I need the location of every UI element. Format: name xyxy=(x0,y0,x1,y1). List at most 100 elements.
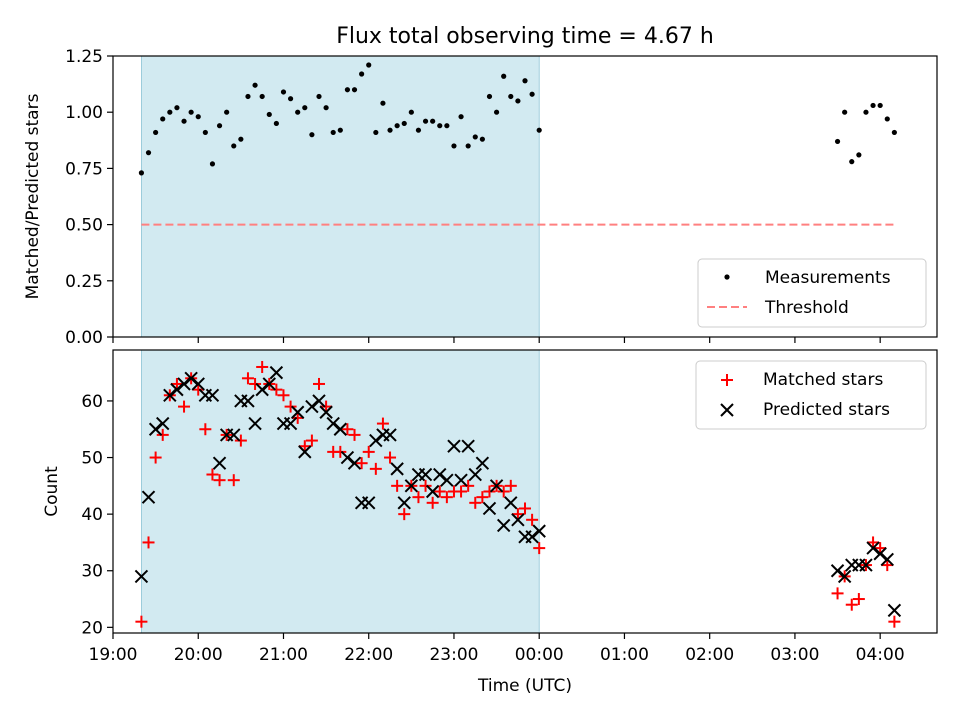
measurement-point xyxy=(153,129,159,136)
measurement-point xyxy=(224,109,230,115)
matched-star-point xyxy=(476,491,489,504)
matched-star-point xyxy=(135,615,148,628)
top-panel: 0.00 0.25 0.50 0.75 1.00 1.25 Matched/Predict… xyxy=(23,47,938,348)
predicted-star-point xyxy=(248,416,262,431)
matched-star-point xyxy=(256,360,269,373)
matched-star-point xyxy=(469,496,482,509)
measurement-point xyxy=(316,93,322,100)
x-tick-label: 00:00 xyxy=(515,645,564,665)
bottom-panel: 20 30 40 50 60 19:00 20:00 21:00 22:00 23:00 00:0… xyxy=(42,349,938,696)
predicted-star-point xyxy=(134,569,149,584)
predicted-star-point xyxy=(148,422,163,436)
y-tick-label: 0.25 xyxy=(65,272,103,292)
measurement-point xyxy=(280,89,287,95)
matched-star-point xyxy=(384,451,397,464)
measurement-point xyxy=(884,116,890,122)
matched-star-point xyxy=(142,536,155,549)
matched-star-point xyxy=(419,479,432,492)
measurement-point xyxy=(870,102,876,109)
measurement-point xyxy=(330,129,336,136)
matched-star-point xyxy=(412,491,425,504)
measurement-point xyxy=(479,136,485,142)
predicted-star-point xyxy=(369,433,383,448)
matched-star-point xyxy=(391,479,404,492)
matched-star-point xyxy=(249,377,262,390)
measurement-point xyxy=(266,111,272,118)
matched-star-point xyxy=(199,423,212,436)
measurement-point xyxy=(508,93,514,100)
top-axes-frame xyxy=(112,55,938,338)
matched-star-point xyxy=(455,485,468,498)
measurement-point xyxy=(245,93,251,100)
matched-star-point xyxy=(497,485,510,498)
predicted-star-point xyxy=(170,382,184,397)
predicted-star-point xyxy=(887,603,902,618)
predicted-star-point xyxy=(511,513,525,527)
predicted-star-point xyxy=(298,445,312,459)
predicted-star-point xyxy=(283,416,298,431)
measurement-point xyxy=(202,129,208,136)
predicted-star-point xyxy=(866,541,880,555)
measurement-point xyxy=(344,87,351,93)
x-tick-label: 23:00 xyxy=(429,645,478,665)
x-tick-label: 21:00 xyxy=(259,645,308,665)
predicted-star-point xyxy=(433,467,447,482)
top-legend-box xyxy=(697,258,927,328)
measurement-point xyxy=(415,127,422,133)
measurement-point xyxy=(174,105,180,111)
measurement-point xyxy=(515,98,521,104)
bottom-y-axis-label: Count xyxy=(42,466,62,517)
x-tick-label: 19:00 xyxy=(89,645,138,665)
bottom-shaded-region xyxy=(141,349,540,634)
measurement-point xyxy=(891,129,897,136)
matched-star-point xyxy=(362,445,375,458)
matched-star-point xyxy=(852,593,865,606)
matched-star-point xyxy=(355,457,368,470)
predicted-star-point xyxy=(347,456,362,470)
predicted-star-point xyxy=(532,524,546,538)
predicted-star-point xyxy=(212,456,227,470)
predicted-star-point xyxy=(859,558,873,572)
legend-predicted-marker xyxy=(720,403,734,417)
predicted-star-point xyxy=(475,456,490,470)
predicted-star-point xyxy=(830,564,845,578)
matched-star-point xyxy=(433,485,446,498)
matched-star-point xyxy=(305,434,318,447)
predicted-star-point xyxy=(177,377,191,391)
y-tick-label: 1.00 xyxy=(65,103,103,123)
predicted-star-point xyxy=(880,552,894,567)
measurement-point xyxy=(458,114,464,120)
measurement-point xyxy=(188,109,194,115)
x-tick-label: 02:00 xyxy=(685,645,734,665)
predicted-star-point xyxy=(290,405,305,419)
bottom-data-marks xyxy=(134,360,902,628)
matched-star-point xyxy=(178,400,191,413)
measurement-point xyxy=(145,150,152,156)
predicted-star-point xyxy=(184,371,198,386)
top-shaded-region xyxy=(141,55,540,338)
predicted-star-point xyxy=(468,467,482,482)
matched-star-point xyxy=(874,542,887,555)
bottom-y-axis: 20 30 40 50 60 xyxy=(81,392,113,638)
matched-star-point xyxy=(170,377,183,390)
matched-star-point xyxy=(156,428,169,441)
predicted-star-point xyxy=(241,394,255,408)
y-tick-label: 50 xyxy=(81,449,103,469)
matched-star-point xyxy=(533,542,546,555)
matched-star-point xyxy=(206,468,219,481)
measurement-point xyxy=(856,152,862,158)
matched-star-point xyxy=(398,508,411,521)
measurement-point xyxy=(323,105,329,111)
legend-measurements-label: Measurements xyxy=(765,268,891,288)
measurement-point xyxy=(160,116,166,122)
y-tick-label: 0.00 xyxy=(65,328,103,348)
legend-matched-marker xyxy=(721,374,733,386)
measurement-point xyxy=(422,118,429,124)
x-axis-label: Time (UTC) xyxy=(477,676,572,696)
measurement-point xyxy=(387,127,393,133)
measurement-point xyxy=(302,105,308,111)
y-tick-label: 20 xyxy=(81,618,103,638)
legend-matched-label: Matched stars xyxy=(763,370,883,390)
predicted-star-point xyxy=(255,382,269,397)
measurement-point xyxy=(259,93,265,100)
